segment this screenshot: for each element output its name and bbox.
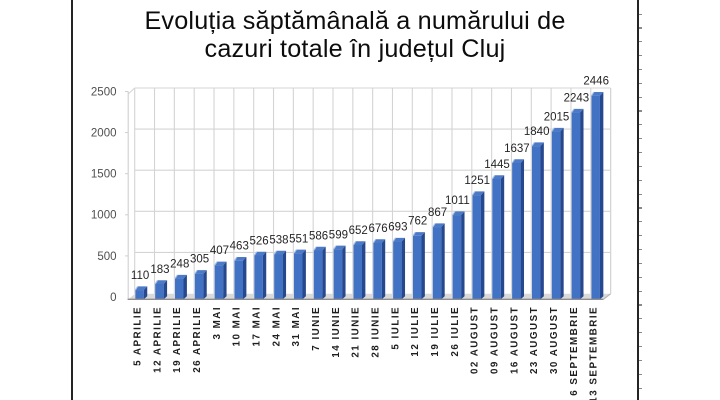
svg-text:1445: 1445: [484, 159, 510, 171]
svg-text:1000: 1000: [91, 210, 117, 222]
svg-text:676: 676: [368, 223, 387, 235]
svg-text:26 IULIE: 26 IULIE: [450, 306, 461, 357]
svg-text:407: 407: [210, 245, 229, 257]
svg-text:586: 586: [309, 230, 328, 242]
svg-text:2446: 2446: [583, 76, 609, 88]
svg-text:19 IULIE: 19 IULIE: [430, 306, 441, 357]
svg-text:1251: 1251: [464, 175, 490, 187]
svg-text:183: 183: [150, 264, 169, 276]
svg-text:463: 463: [230, 241, 249, 253]
svg-text:0: 0: [110, 292, 116, 304]
svg-text:09 AUGUST: 09 AUGUST: [489, 306, 500, 374]
svg-text:2500: 2500: [91, 86, 117, 98]
svg-text:5 IULIE: 5 IULIE: [390, 306, 401, 350]
svg-text:652: 652: [349, 225, 368, 237]
svg-text:12 IULIE: 12 IULIE: [410, 306, 421, 357]
svg-text:17 MAI: 17 MAI: [251, 306, 262, 347]
svg-text:2015: 2015: [544, 111, 570, 123]
svg-text:2000: 2000: [91, 128, 117, 140]
svg-text:19 APRILIE: 19 APRILIE: [172, 306, 183, 373]
svg-text:693: 693: [388, 221, 407, 233]
svg-text:13 SEPTEMBRIE: 13 SEPTEMBRIE: [589, 306, 600, 400]
svg-text:6 SEPTEMBRIE: 6 SEPTEMBRIE: [569, 306, 580, 396]
svg-text:1637: 1637: [504, 143, 530, 155]
svg-text:867: 867: [428, 207, 447, 219]
svg-text:248: 248: [170, 258, 189, 270]
svg-text:5 APRILIE: 5 APRILIE: [133, 306, 144, 366]
svg-text:26 APRILIE: 26 APRILIE: [192, 306, 203, 373]
svg-text:7 IUNIE: 7 IUNIE: [311, 306, 322, 351]
svg-text:538: 538: [269, 234, 288, 246]
svg-text:23 AUGUST: 23 AUGUST: [529, 306, 540, 374]
svg-text:551: 551: [289, 233, 308, 245]
svg-text:2243: 2243: [564, 92, 590, 104]
svg-text:1011: 1011: [445, 195, 470, 207]
svg-text:14 IUNIE: 14 IUNIE: [331, 306, 342, 358]
svg-text:12 APRILIE: 12 APRILIE: [152, 306, 163, 373]
svg-text:110: 110: [131, 270, 149, 282]
svg-text:305: 305: [190, 254, 209, 266]
svg-text:526: 526: [249, 235, 268, 247]
svg-text:10 MAI: 10 MAI: [232, 306, 243, 347]
svg-text:02 AUGUST: 02 AUGUST: [470, 306, 481, 374]
svg-text:1500: 1500: [91, 169, 117, 181]
svg-text:599: 599: [329, 229, 348, 241]
svg-text:1840: 1840: [524, 126, 550, 138]
svg-text:500: 500: [97, 251, 116, 263]
svg-text:28 IUNIE: 28 IUNIE: [370, 306, 381, 358]
svg-text:762: 762: [408, 216, 427, 228]
svg-text:30 AUGUST: 30 AUGUST: [549, 306, 560, 374]
svg-text:3 MAI: 3 MAI: [212, 306, 223, 340]
svg-text:16 AUGUST: 16 AUGUST: [509, 306, 520, 374]
svg-text:24 MAI: 24 MAI: [271, 306, 282, 347]
svg-text:21 IUNIE: 21 IUNIE: [351, 306, 362, 358]
svg-text:31 MAI: 31 MAI: [291, 306, 302, 347]
